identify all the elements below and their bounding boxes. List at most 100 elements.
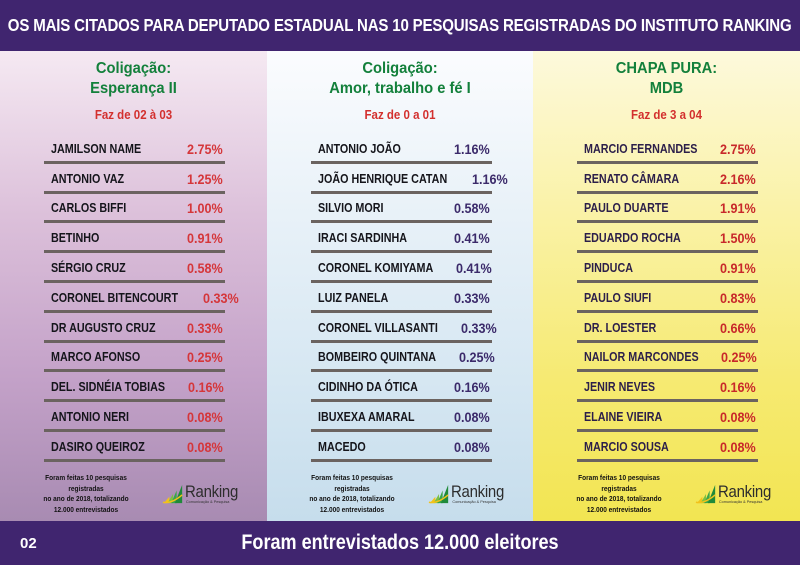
candidate-row: CORONEL VILLASANTI 0.33% [311, 313, 497, 343]
candidate-row: PINDUCA 0.91% [577, 253, 758, 283]
page-title: OS MAIS CITADOS PARA DEPUTADO ESTADUAL N… [8, 15, 792, 35]
candidate-name: LUIZ PANELA [318, 290, 389, 305]
candidate-name: JENIR NEVES [584, 380, 656, 395]
coalition-name: MDB [649, 80, 684, 97]
panel-footer: Foram feitas 10 pesquisas registradas no… [533, 473, 800, 515]
candidate-name: PAULO DUARTE [584, 201, 669, 216]
candidate-row: IBUXEXA AMARAL 0.08% [311, 402, 492, 432]
candidate-list: MARCIO FERNANDES 2.75% RENATO CÂMARA 2.1… [577, 134, 758, 462]
panels: Coligação: Esperança II Faz de 02 à 03 J… [0, 51, 800, 521]
candidate-row: DASIRO QUEIROZ 0.08% [44, 432, 225, 462]
candidate-name: BETINHO [51, 231, 100, 246]
candidate-name: CIDINHO DA ÓTICA [318, 380, 418, 395]
candidate-row: SÉRGIO CRUZ 0.58% [44, 253, 225, 283]
candidate-name: CARLOS BIFFI [51, 201, 127, 216]
candidate-row: ANTONIO JOÃO 1.16% [311, 134, 492, 164]
candidate-row: MARCIO FERNANDES 2.75% [577, 134, 758, 164]
candidate-percent: 0.91% [187, 230, 223, 247]
candidate-row: ANTONIO VAZ 1.25% [44, 164, 225, 194]
panel-footer: Foram feitas 10 pesquisas registradas no… [0, 473, 267, 515]
candidate-name: EDUARDO ROCHA [584, 231, 681, 246]
candidate-row: SILVIO MORI 0.58% [311, 194, 492, 224]
candidate-percent: 0.08% [720, 438, 756, 455]
candidate-row: CORONEL BITENCOURT 0.33% [44, 283, 238, 313]
candidate-name: SÉRGIO CRUZ [51, 261, 126, 276]
candidate-percent: 0.08% [454, 438, 490, 455]
candidate-row: MARCO AFONSO 0.25% [44, 343, 225, 373]
footnote-line: 12.000 entrevistados [586, 504, 651, 514]
coalition-name: Esperança II [90, 80, 177, 97]
candidate-percent: 0.33% [454, 289, 490, 306]
candidate-name: CORONEL VILLASANTI [318, 320, 438, 335]
candidate-percent: 0.08% [187, 438, 223, 455]
coalition-name: Amor, trabalho e fé I [329, 80, 471, 97]
candidate-percent: 0.25% [187, 349, 223, 366]
candidate-name: MACEDO [318, 439, 366, 454]
candidate-name: PINDUCA [584, 261, 633, 276]
candidate-name: PAULO SIUFI [584, 290, 652, 305]
ranking-logo: Ranking Comunicação & Pesquisa [162, 483, 245, 505]
footer-bar: 02 Foram entrevistados 12.000 eleitores [0, 521, 800, 565]
ranking-logo-icon [428, 483, 450, 505]
candidate-percent: 0.91% [720, 260, 756, 277]
candidate-row: LUIZ PANELA 0.33% [311, 283, 492, 313]
ranking-logo: Ranking Comunicação & Pesquisa [695, 483, 778, 505]
candidate-row: IRACI SARDINHA 0.41% [311, 223, 492, 253]
logo-text: Ranking Comunicação & Pesquisa [718, 483, 778, 505]
range-label: Faz de 0 a 01 [364, 108, 436, 122]
candidate-list: JAMILSON NAME 2.75% ANTONIO VAZ 1.25% CA… [44, 134, 238, 462]
candidate-name: ANTONIO NERI [51, 410, 130, 425]
survey-footnote: Foram feitas 10 pesquisas registradas no… [297, 473, 407, 515]
candidate-name: ELAINE VIEIRA [584, 410, 663, 425]
candidate-name: SILVIO MORI [318, 201, 384, 216]
candidate-name: DR AUGUSTO CRUZ [51, 320, 156, 335]
candidate-percent: 1.16% [472, 170, 508, 187]
candidate-percent: 1.91% [720, 200, 756, 217]
candidate-name: DEL. SIDNÉIA TOBIAS [51, 380, 166, 395]
panel-heading: CHAPA PURA: MDB Faz de 3 a 04 [533, 59, 800, 122]
panel-heading: Coligação: Amor, trabalho e fé I Faz de … [267, 59, 533, 122]
candidate-percent: 2.75% [720, 140, 756, 157]
candidate-percent: 1.16% [454, 140, 490, 157]
logo-text: Ranking Comunicação & Pesquisa [451, 483, 511, 505]
logo-tagline: Comunicação & Pesquisa [718, 500, 763, 504]
candidate-name: MARCO AFONSO [51, 350, 141, 365]
logo-wordmark: Ranking [451, 482, 505, 501]
logo-tagline: Comunicação & Pesquisa [185, 500, 230, 504]
logo-tagline: Comunicação & Pesquisa [452, 500, 496, 504]
candidate-percent: 1.50% [720, 230, 756, 247]
footnote-line: no ano de 2018, totalizando [43, 494, 129, 503]
candidate-percent: 0.16% [454, 379, 490, 396]
candidate-name: BOMBEIRO QUINTANA [318, 350, 437, 365]
candidate-percent: 0.16% [720, 379, 756, 396]
logo-wordmark: Ranking [184, 482, 238, 501]
panel-3: CHAPA PURA: MDB Faz de 3 a 04 MARCIO FER… [533, 51, 800, 521]
candidate-percent: 0.33% [187, 319, 223, 336]
candidate-row: BOMBEIRO QUINTANA 0.25% [311, 343, 495, 373]
candidate-percent: 0.41% [456, 260, 492, 277]
footnote-line: Foram feitas 10 pesquisas registradas [578, 473, 660, 493]
candidate-row: DR. LOESTER 0.66% [577, 313, 758, 343]
candidate-percent: 0.25% [721, 349, 758, 366]
candidate-list: ANTONIO JOÃO 1.16% JOÃO HENRIQUE CATAN 1… [311, 134, 508, 462]
candidate-row: JAMILSON NAME 2.75% [44, 134, 225, 164]
candidate-row: JOÃO HENRIQUE CATAN 1.16% [311, 164, 508, 194]
footer-title: Foram entrevistados 12.000 eleitores [241, 531, 559, 554]
candidate-row: RENATO CÂMARA 2.16% [577, 164, 758, 194]
footnote-line: 12.000 entrevistados [320, 504, 385, 514]
coalition-label: Coligação: [95, 60, 172, 77]
candidate-name: JAMILSON NAME [51, 141, 142, 156]
candidate-row: DEL. SIDNÉIA TOBIAS 0.16% [44, 372, 225, 402]
candidate-row: MARCIO SOUSA 0.08% [577, 432, 758, 462]
candidate-percent: 0.08% [454, 409, 490, 426]
survey-footnote: Foram feitas 10 pesquisas registradas no… [564, 473, 674, 515]
candidate-row: PAULO DUARTE 1.91% [577, 194, 758, 224]
coalition-label: Coligação: [362, 60, 438, 77]
candidate-percent: 1.25% [187, 170, 223, 187]
candidate-row: JENIR NEVES 0.16% [577, 372, 758, 402]
candidate-name: MARCIO SOUSA [584, 439, 669, 454]
footnote-line: 12.000 entrevistados [53, 504, 118, 514]
panel-heading: Coligação: Esperança II Faz de 02 à 03 [0, 59, 267, 122]
candidate-percent: 0.25% [459, 349, 495, 366]
header-bar: OS MAIS CITADOS PARA DEPUTADO ESTADUAL N… [0, 0, 800, 51]
